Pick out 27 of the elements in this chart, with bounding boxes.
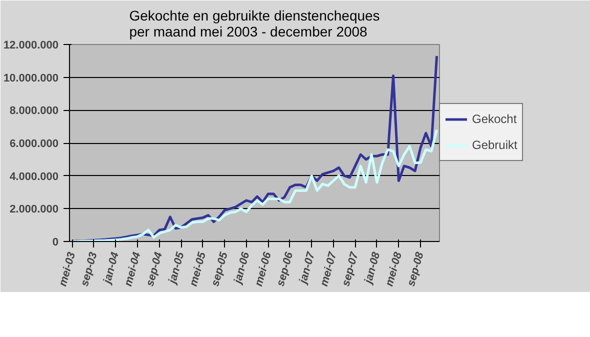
x-tick-label: jan-04 xyxy=(100,250,122,287)
x-tick-label: sep-06 xyxy=(274,250,296,288)
x-tick-label: mei-06 xyxy=(253,250,274,288)
chart-title: Gekochte en gebruikte dienstencheques per maand mei 2003 - december 2008 xyxy=(129,8,380,40)
x-tick-label: sep-08 xyxy=(405,250,426,288)
x-tick-label: jan-08 xyxy=(362,250,383,287)
y-tick-label: 2.000.000 xyxy=(10,204,58,216)
y-tick-label: 10.000.000 xyxy=(3,72,59,84)
legend-label: Gebruikt xyxy=(472,138,518,152)
x-tick-label: mei-08 xyxy=(384,250,405,288)
x-tick-label: sep-03 xyxy=(78,250,100,288)
x-tick-label: mei-07 xyxy=(318,250,340,288)
x-tick-label: mei-04 xyxy=(122,250,144,288)
x-tick-label: jan-06 xyxy=(232,250,252,287)
x-tick-label: sep-04 xyxy=(144,250,166,288)
y-tick-label: 4.000.000 xyxy=(10,170,58,183)
x-tick-label: jan-07 xyxy=(296,250,318,287)
x-tick-label: sep-07 xyxy=(340,250,362,288)
y-tick-label: 12.000.000 xyxy=(3,40,59,52)
x-tick-label: sep-05 xyxy=(209,250,231,288)
x-tick-label: mei-03 xyxy=(57,250,78,288)
y-tick-label: 6.000.000 xyxy=(10,138,58,150)
y-tick-label: 8.000.000 xyxy=(10,105,58,118)
legend-label: Gekocht xyxy=(472,112,517,126)
x-tick-label: mei-05 xyxy=(188,250,209,288)
x-tick-label: jan-05 xyxy=(166,250,188,287)
y-tick-label: 0 xyxy=(52,236,59,248)
